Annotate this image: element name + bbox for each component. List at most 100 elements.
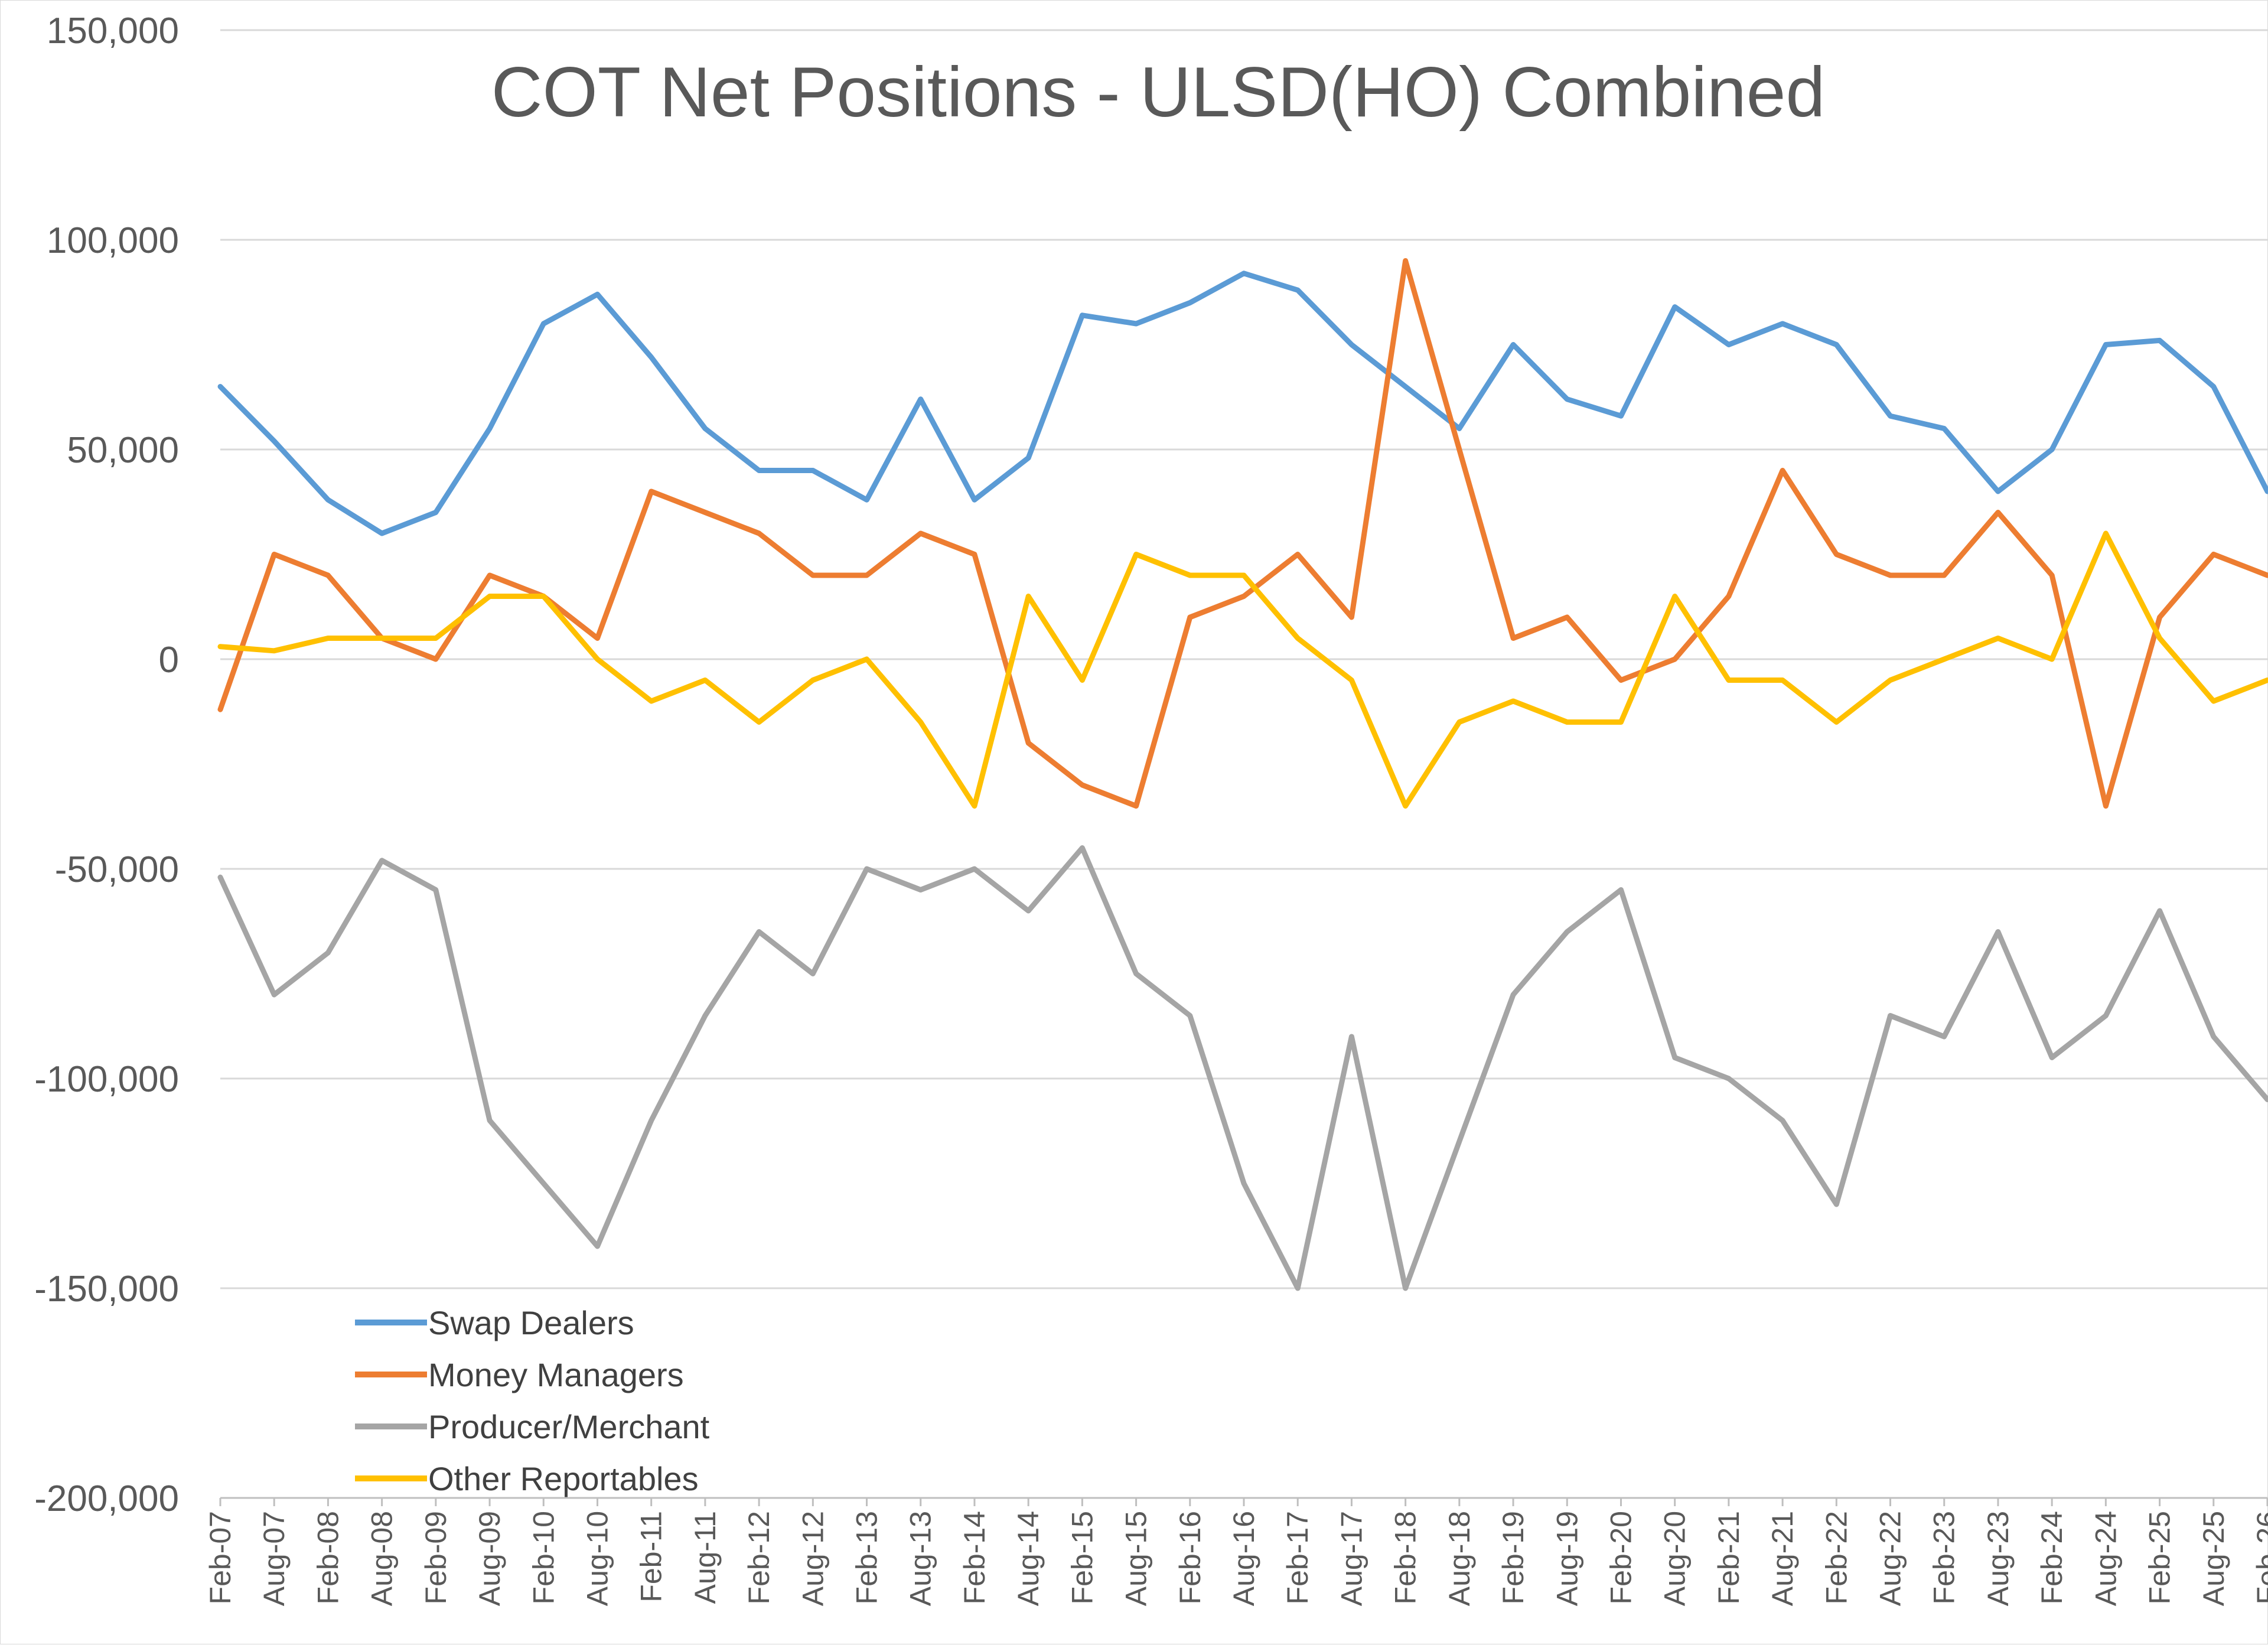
x-tick-label: Aug-12	[796, 1511, 829, 1606]
data-point	[1565, 615, 1570, 620]
data-point	[918, 531, 923, 536]
data-point	[1080, 845, 1085, 851]
x-tick-label: Aug-10	[581, 1511, 614, 1606]
data-point	[810, 468, 816, 473]
data-point	[1995, 929, 2000, 934]
data-point	[1618, 887, 1624, 892]
x-tick-label: Aug-16	[1227, 1511, 1260, 1606]
data-point	[1026, 908, 1031, 913]
data-point	[1888, 413, 1893, 419]
data-point	[1565, 396, 1570, 402]
data-point	[595, 636, 600, 641]
data-point	[810, 677, 816, 683]
y-tick-label: 150,000	[47, 11, 179, 51]
x-tick-label: Feb-12	[742, 1511, 775, 1604]
data-point	[379, 858, 384, 863]
data-point	[1511, 699, 1516, 703]
data-point	[2157, 615, 2162, 620]
data-point	[1834, 1202, 1839, 1207]
data-point	[2265, 573, 2268, 578]
data-point	[702, 510, 708, 515]
data-point	[1080, 783, 1085, 787]
data-point	[1726, 677, 1731, 683]
x-tick-label: Feb-13	[850, 1511, 884, 1604]
data-point	[1726, 342, 1731, 347]
data-point	[649, 354, 654, 360]
data-point	[218, 875, 223, 880]
x-tick-label: Feb-07	[204, 1511, 237, 1604]
x-tick-label: Aug-21	[1766, 1511, 1799, 1606]
data-point	[1403, 803, 1408, 809]
data-point	[2211, 384, 2216, 389]
data-point	[649, 489, 654, 494]
data-point	[1295, 552, 1301, 557]
data-point	[1080, 312, 1085, 318]
x-tick-label: Aug-19	[1550, 1511, 1583, 1606]
data-point	[864, 573, 869, 578]
legend-item: Money Managers	[355, 1356, 684, 1393]
data-point	[1026, 455, 1031, 461]
data-point	[272, 438, 277, 444]
data-point	[272, 552, 277, 557]
data-point	[2211, 552, 2216, 557]
data-point	[864, 497, 869, 503]
data-point	[325, 573, 331, 578]
data-point	[379, 531, 384, 536]
data-point	[1403, 258, 1408, 263]
chart-title: COT Net Positions - ULSD(HO) Combined	[491, 53, 1825, 132]
axis-layer: 150,000 100,000 50,000 0 -50,000 -100,000 -150…	[34, 11, 2268, 1606]
x-tick-label: Feb-19	[1497, 1511, 1530, 1604]
y-tick-label: 100,000	[47, 220, 179, 261]
series-line-swap-dealers	[217, 271, 2268, 536]
legend-item: Swap Dealers	[355, 1304, 634, 1341]
data-point	[1834, 342, 1839, 347]
x-tick-label: Aug-24	[2089, 1511, 2122, 1606]
x-tick-label: Feb-14	[958, 1511, 991, 1604]
y-tick-label: 0	[159, 640, 179, 680]
data-point	[2265, 489, 2268, 494]
data-point	[1349, 615, 1354, 620]
data-point	[918, 887, 923, 892]
x-tick-label: Feb-17	[1281, 1511, 1314, 1604]
data-point	[433, 510, 438, 515]
x-tick-label: Aug-15	[1120, 1511, 1153, 1606]
x-tick-label: Feb-09	[419, 1511, 452, 1604]
data-point	[1672, 304, 1677, 310]
data-point	[810, 971, 816, 976]
data-point	[1565, 929, 1570, 934]
x-tick-label: Aug-17	[1335, 1511, 1368, 1606]
data-point	[649, 1118, 654, 1123]
data-point	[757, 531, 762, 536]
data-point	[2049, 447, 2055, 452]
x-tick-label: Feb-24	[2035, 1511, 2068, 1604]
data-point	[1133, 971, 1139, 976]
data-point	[1672, 657, 1677, 662]
data-point	[2103, 342, 2109, 347]
data-point	[1241, 573, 1246, 578]
data-point	[702, 1013, 708, 1018]
legend-label: Money Managers	[428, 1356, 684, 1393]
data-point	[272, 648, 277, 653]
x-tick-label: Aug-23	[1982, 1511, 2015, 1606]
x-tick-label: Feb-15	[1065, 1511, 1099, 1604]
data-point	[757, 719, 762, 725]
x-tick-label: Aug-07	[258, 1511, 291, 1606]
x-tick-label: Aug-14	[1012, 1511, 1045, 1606]
data-point	[1941, 426, 1947, 431]
data-point	[1295, 636, 1301, 641]
data-point	[1026, 594, 1031, 599]
data-point	[1187, 615, 1192, 620]
data-point	[1941, 573, 1947, 578]
data-point	[972, 552, 977, 557]
x-tick-label: Aug-18	[1443, 1511, 1476, 1606]
x-tick-label: Aug-08	[366, 1511, 399, 1606]
x-tick-label: Aug-11	[689, 1511, 722, 1604]
data-point	[1187, 1013, 1192, 1018]
x-tick-label: Aug-09	[473, 1511, 506, 1606]
x-tick-label: Feb-25	[2143, 1511, 2176, 1604]
data-point	[218, 384, 223, 389]
data-point	[810, 573, 816, 578]
data-point	[2265, 1097, 2268, 1102]
